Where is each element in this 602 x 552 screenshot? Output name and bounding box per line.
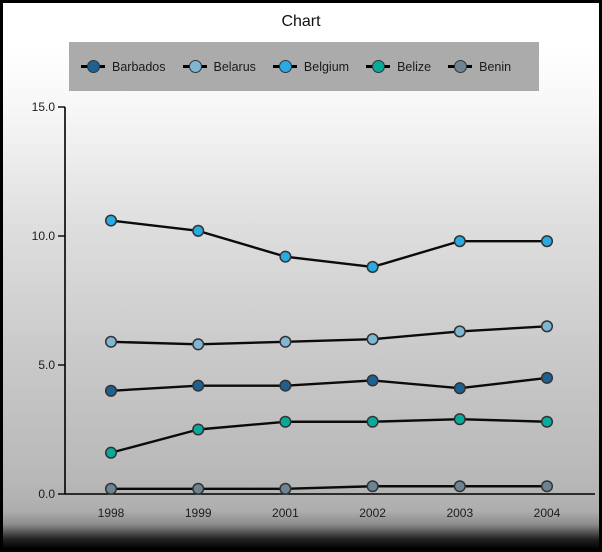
data-point-barbados	[540, 371, 554, 384]
legend-marker-icon	[272, 60, 297, 73]
data-point-belize	[366, 415, 379, 428]
data-point-benin	[540, 480, 554, 493]
legend-marker-icon	[448, 60, 473, 73]
y-tick-label: 0.0	[38, 487, 55, 501]
x-tick-label: 1998	[98, 506, 125, 520]
legend: Barbados Belarus Belgium Belize Benin	[69, 42, 539, 91]
data-point-belarus	[540, 320, 554, 333]
data-point-belize	[453, 413, 466, 426]
y-tick-label: 5.0	[38, 358, 55, 372]
y-tick-label: 15.0	[32, 100, 56, 114]
data-point-barbados	[192, 379, 205, 392]
data-point-belgium	[192, 224, 205, 237]
data-point-belarus	[453, 325, 466, 338]
legend-item-belgium: Belgium	[272, 59, 350, 74]
data-point-benin	[366, 480, 379, 493]
chart-title: Chart	[281, 13, 321, 30]
data-point-belize	[104, 446, 118, 459]
legend-item-belize: Belize	[366, 60, 431, 74]
data-point-benin	[279, 482, 292, 495]
data-point-benin	[104, 482, 118, 495]
data-point-barbados	[453, 382, 466, 395]
data-point-benin	[453, 480, 466, 493]
data-point-belarus	[192, 338, 205, 351]
series-line-belize	[110, 417, 548, 454]
data-point-belgium	[279, 250, 292, 263]
legend-marker-icon	[81, 60, 105, 73]
x-tick-label: 2004	[534, 506, 561, 520]
legend-item-label: Belarus	[213, 59, 256, 74]
series-line-belgium	[110, 219, 547, 269]
legend-item-label: Benin	[479, 59, 512, 74]
legend-item-label: Belgium	[303, 59, 350, 74]
series-line-belarus	[110, 325, 548, 346]
data-point-barbados	[366, 374, 379, 387]
data-point-belize	[540, 415, 554, 428]
legend-item-label: Belize	[397, 59, 432, 74]
data-point-belgium	[453, 235, 466, 248]
legend-marker-icon	[366, 60, 391, 73]
x-tick-label: 2001	[272, 506, 299, 520]
legend-item-belarus: Belarus	[182, 59, 256, 74]
data-point-belgium	[366, 260, 379, 274]
data-point-barbados	[104, 384, 118, 397]
x-tick-label: 1999	[185, 506, 212, 520]
x-tick-label: 2002	[359, 506, 386, 520]
data-point-belgium	[104, 214, 118, 227]
data-point-belgium	[540, 235, 554, 248]
data-point-benin	[192, 482, 205, 495]
data-point-belize	[192, 423, 205, 436]
plot-area: 15.0 10.0 5.0 0.0 1998 1999 2001 2002 2003 2004	[32, 100, 595, 520]
legend-item-barbados: Barbados	[81, 60, 166, 74]
legend-marker-icon	[182, 60, 207, 73]
data-point-belarus	[104, 335, 118, 348]
series-line-barbados	[110, 376, 548, 392]
legend-item-benin: Benin	[448, 60, 511, 74]
data-point-belarus	[366, 333, 379, 346]
x-tick-label: 2003	[446, 506, 473, 520]
data-point-belize	[279, 415, 292, 428]
data-point-belarus	[279, 335, 292, 348]
data-point-barbados	[279, 379, 292, 392]
legend-item-label: Barbados	[112, 59, 166, 74]
series-line-benin	[111, 485, 547, 491]
y-tick-label: 10.0	[32, 229, 56, 243]
